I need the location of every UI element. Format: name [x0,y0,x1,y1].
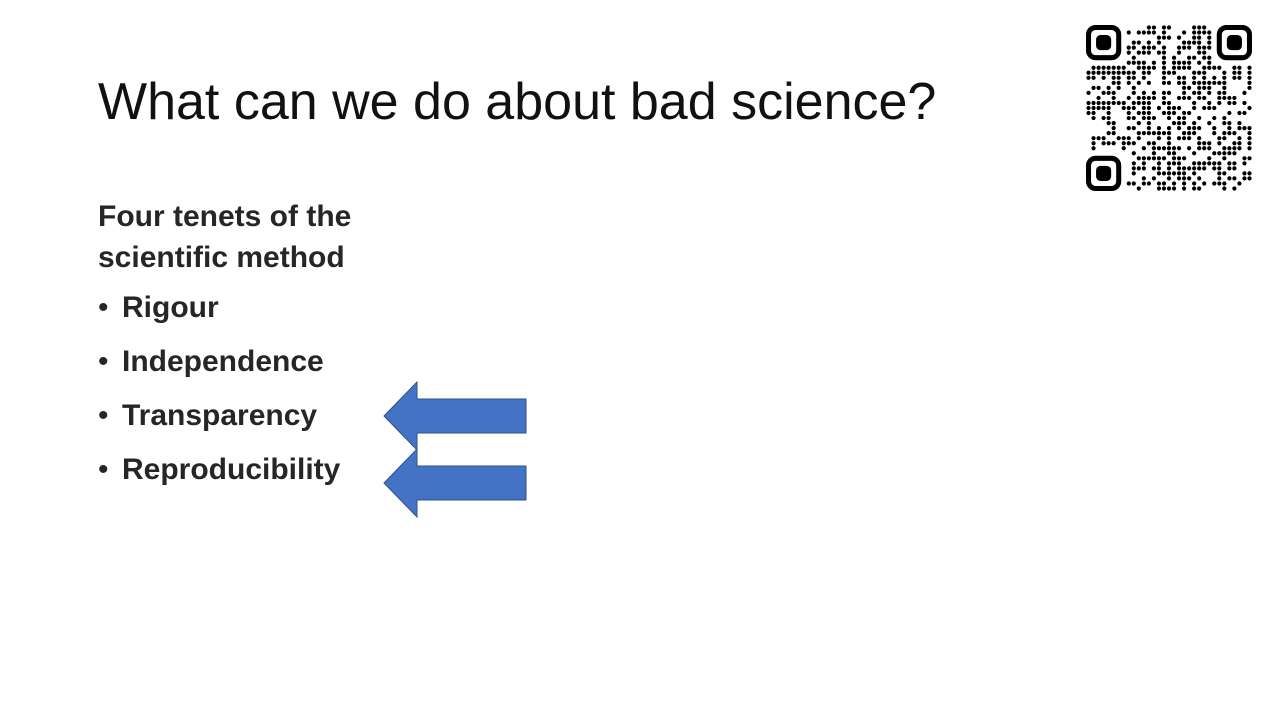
bullet-label-rigour: Rigour [122,291,219,324]
slide-title: What can we do about bad science? [98,73,937,131]
list-item: • Rigour [98,288,340,342]
bullet-label-transparency: Transparency [122,399,318,432]
bullet-label-reproducibility: Reproducibility [122,453,341,486]
list-item: • Independence [98,342,340,396]
bullet-glyph: • [98,453,109,486]
bullet-glyph: • [98,399,109,432]
tenets-list: • Rigour • Independence • Transparency • Rep… [98,288,340,504]
qr-code-icon[interactable] [1086,25,1252,191]
left-arrow-icon [383,381,527,451]
left-arrow-icon [383,448,527,518]
list-item: • Transparency [98,396,340,450]
list-item: • Reproducibility [98,450,340,504]
bullet-glyph: • [98,345,109,378]
bullet-label-independence: Independence [122,345,324,378]
slide-subheading: Four tenets of the scientific method [98,200,352,274]
bullet-glyph: • [98,291,109,324]
